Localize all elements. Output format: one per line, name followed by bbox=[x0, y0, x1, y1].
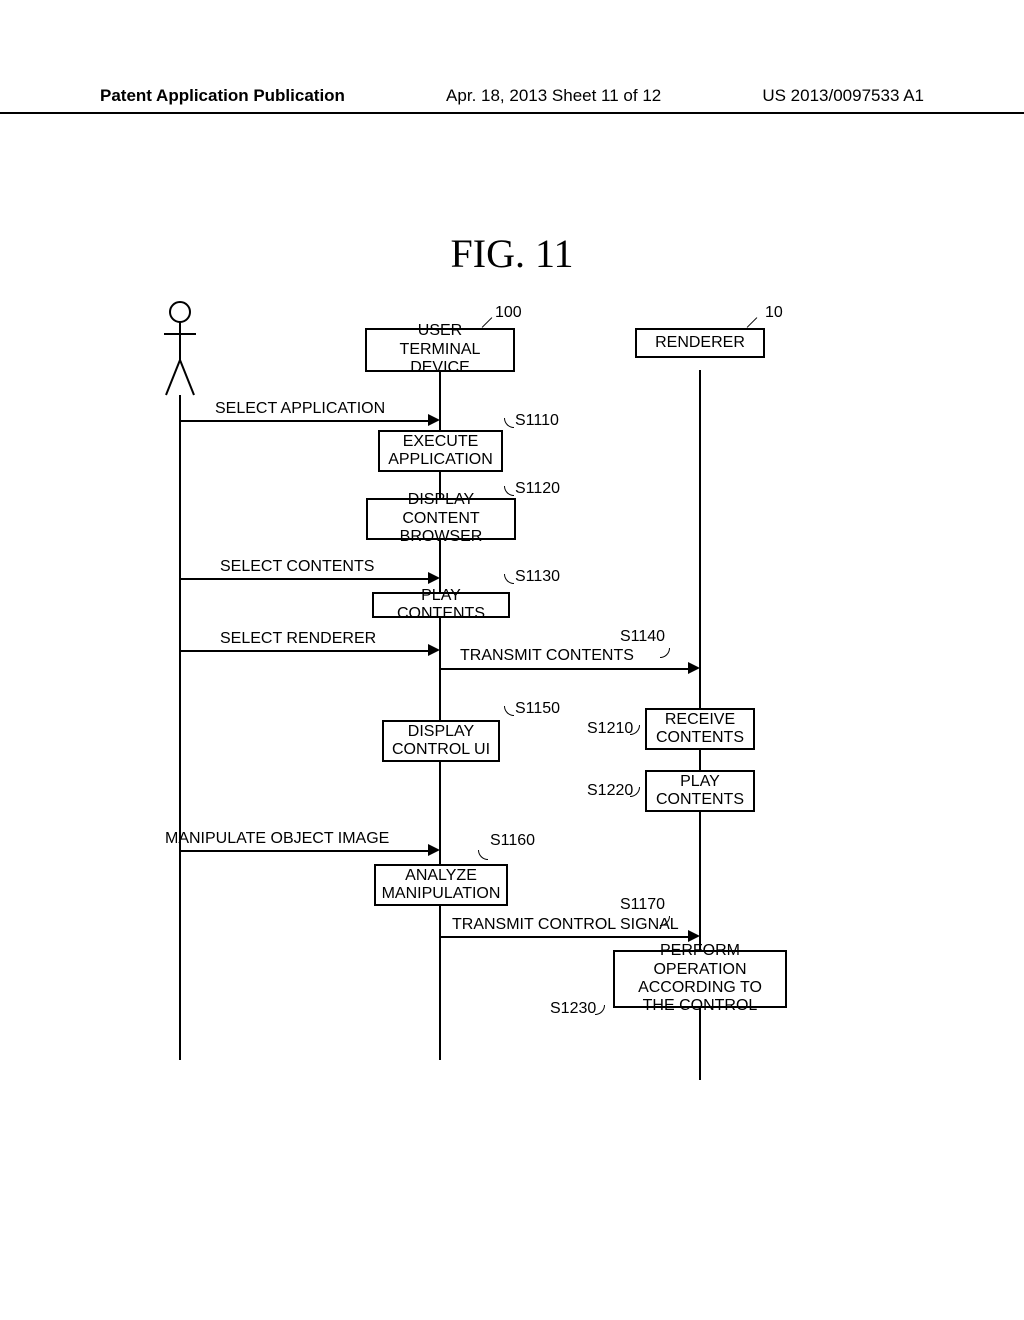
select-application-arrow bbox=[180, 420, 428, 422]
user-lifeline bbox=[179, 395, 181, 1060]
transmit-contents-arrow bbox=[441, 668, 689, 670]
select-contents-label: SELECT CONTENTS bbox=[220, 558, 374, 576]
ref-10: 10 bbox=[765, 304, 783, 322]
s1220-hook bbox=[630, 787, 640, 797]
transmit-contents-label: TRANSMIT CONTENTS bbox=[460, 647, 634, 665]
s1130-hook bbox=[504, 574, 514, 584]
play-contents-box: PLAY CONTENTS bbox=[372, 592, 510, 618]
ref-s1110: S1110 bbox=[515, 412, 559, 430]
select-application-arrowhead bbox=[428, 414, 440, 426]
header-publication: Patent Application Publication bbox=[100, 86, 345, 106]
play-contents-renderer-label: PLAYCONTENTS bbox=[656, 773, 744, 810]
receive-contents-box: RECEIVECONTENTS bbox=[645, 708, 755, 750]
ref-100: 100 bbox=[495, 304, 522, 322]
play-contents-label: PLAY CONTENTS bbox=[380, 587, 502, 624]
ref-s1150: S1150 bbox=[515, 700, 560, 718]
user-actor-icon bbox=[160, 300, 200, 400]
select-contents-arrow bbox=[180, 578, 428, 580]
select-renderer-arrowhead bbox=[428, 644, 440, 656]
display-content-browser-box: DISPLAYCONTENT BROWSER bbox=[366, 498, 516, 540]
ref-s1230: S1230 bbox=[550, 1000, 596, 1018]
select-contents-arrowhead bbox=[428, 572, 440, 584]
play-contents-renderer-box: PLAYCONTENTS bbox=[645, 770, 755, 812]
user-terminal-device-box: USERTERMINAL DEVICE bbox=[365, 328, 515, 372]
perform-operation-label: PERFORM OPERATIONACCORDING TOTHE CONTROL bbox=[621, 942, 779, 1016]
renderer-box: RENDERER bbox=[635, 328, 765, 358]
figure-title: FIG. 11 bbox=[0, 230, 1024, 277]
ref-s1170: S1170 bbox=[620, 896, 665, 914]
header-date-sheet: Apr. 18, 2013 Sheet 11 of 12 bbox=[446, 86, 661, 106]
s1110-hook bbox=[504, 418, 514, 428]
ref-10-leader bbox=[747, 317, 758, 328]
display-control-ui-box: DISPLAYCONTROL UI bbox=[382, 720, 500, 762]
s1140-hook bbox=[660, 648, 670, 658]
analyze-manipulation-label: ANALYZEMANIPULATION bbox=[382, 867, 501, 904]
display-content-browser-label: DISPLAYCONTENT BROWSER bbox=[374, 491, 508, 546]
transmit-control-signal-arrow bbox=[441, 936, 689, 938]
manipulate-object-image-label: MANIPULATE OBJECT IMAGE bbox=[165, 830, 389, 848]
display-control-ui-label: DISPLAYCONTROL UI bbox=[392, 723, 490, 760]
transmit-contents-arrowhead bbox=[688, 662, 700, 674]
ref-s1140: S1140 bbox=[620, 628, 665, 646]
s1160-hook bbox=[478, 850, 488, 860]
page: Patent Application Publication Apr. 18, … bbox=[0, 0, 1024, 1320]
manipulate-object-image-arrow bbox=[180, 850, 428, 852]
select-application-label: SELECT APPLICATION bbox=[215, 400, 385, 418]
perform-operation-box: PERFORM OPERATIONACCORDING TOTHE CONTROL bbox=[613, 950, 787, 1008]
s1210-hook bbox=[630, 725, 640, 735]
select-renderer-arrow bbox=[180, 650, 428, 652]
transmit-control-signal-arrowhead bbox=[688, 930, 700, 942]
ref-s1220: S1220 bbox=[587, 782, 633, 800]
device-lifeline bbox=[439, 370, 441, 1060]
ref-s1120: S1120 bbox=[515, 480, 560, 498]
analyze-manipulation-box: ANALYZEMANIPULATION bbox=[374, 864, 508, 906]
ref-s1210: S1210 bbox=[587, 720, 633, 738]
receive-contents-label: RECEIVECONTENTS bbox=[656, 711, 744, 748]
s1150-hook bbox=[504, 706, 514, 716]
ref-s1160: S1160 bbox=[490, 832, 535, 850]
manipulate-object-image-arrowhead bbox=[428, 844, 440, 856]
execute-application-label: EXECUTEAPPLICATION bbox=[388, 433, 493, 470]
execute-application-box: EXECUTEAPPLICATION bbox=[378, 430, 503, 472]
transmit-control-signal-label: TRANSMIT CONTROL SIGNAL bbox=[452, 916, 679, 934]
user-terminal-device-label: USERTERMINAL DEVICE bbox=[373, 322, 507, 377]
sequence-diagram: USERTERMINAL DEVICE 100 RENDERER 10 SELE… bbox=[120, 300, 820, 1100]
select-renderer-label: SELECT RENDERER bbox=[220, 630, 376, 648]
ref-s1130: S1130 bbox=[515, 568, 560, 586]
header-patent-no: US 2013/0097533 A1 bbox=[762, 86, 924, 106]
page-header: Patent Application Publication Apr. 18, … bbox=[0, 86, 1024, 114]
s1230-hook bbox=[595, 1005, 605, 1015]
renderer-label: RENDERER bbox=[655, 334, 745, 352]
